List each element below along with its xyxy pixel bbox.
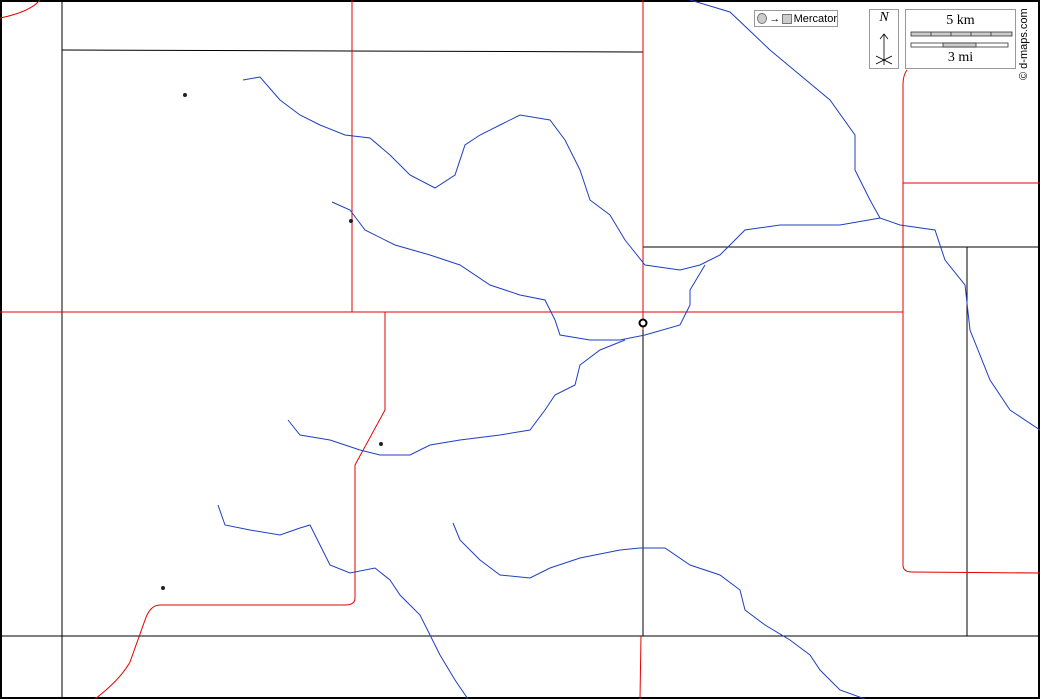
scale-mi-label: 3 mi <box>947 50 974 65</box>
north-label: N <box>879 10 889 25</box>
town-dot <box>161 586 165 590</box>
projection-badge: → Mercator <box>754 10 838 27</box>
north-arrow: N <box>869 9 899 69</box>
towns <box>161 93 648 590</box>
rivers <box>217 0 1040 699</box>
town-dot <box>183 93 187 97</box>
circle-icon <box>757 13 768 24</box>
town-dot <box>349 219 353 223</box>
scale-bar: 5 km 3 mi <box>905 9 1016 69</box>
main-town-marker <box>638 318 648 328</box>
scale-km-label: 5 km <box>946 13 975 28</box>
arrow-icon: → <box>769 12 781 25</box>
projection-label: Mercator <box>793 12 837 25</box>
square-icon <box>782 13 792 24</box>
scale-bars <box>910 31 1013 48</box>
copyright: © d-maps.com <box>1018 8 1030 80</box>
compass-icon <box>875 33 893 65</box>
town-dot <box>379 442 383 446</box>
